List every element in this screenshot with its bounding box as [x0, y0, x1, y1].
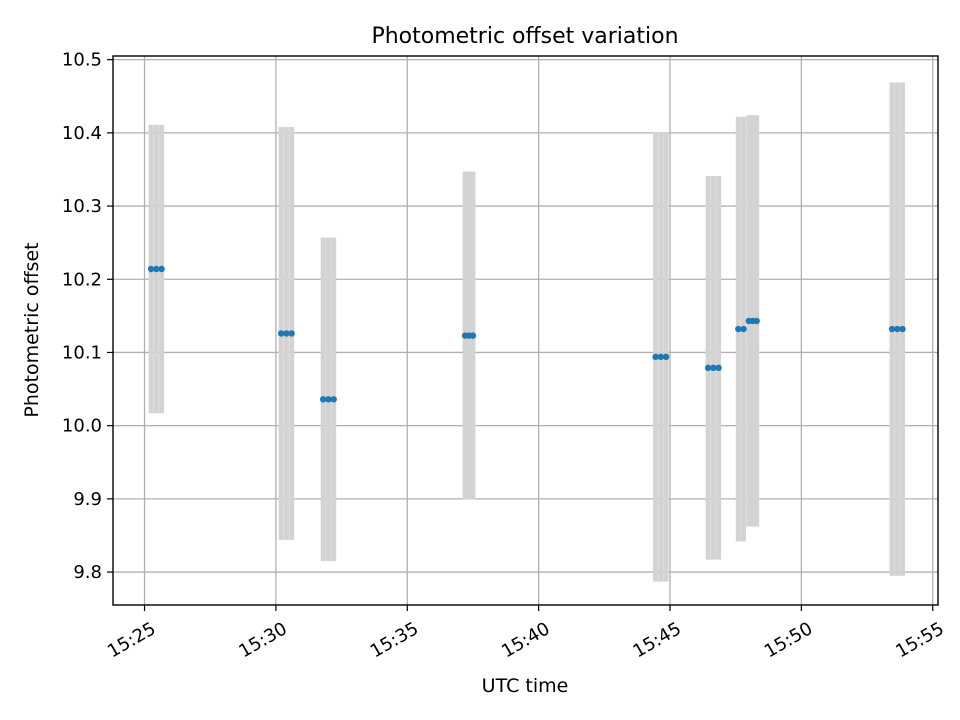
y-tick-label: 9.9 — [73, 489, 102, 510]
y-axis-label: Photometric offset — [21, 242, 43, 417]
data-point — [662, 353, 670, 361]
data-point — [283, 330, 290, 337]
data-points — [147, 265, 906, 403]
y-tick-label: 10.5 — [62, 50, 102, 71]
data-point — [894, 325, 901, 333]
data-point — [277, 330, 285, 337]
chart-title: Photometric offset variation — [371, 24, 678, 49]
data-point — [740, 325, 747, 333]
grid-lines — [113, 56, 938, 605]
y-tick-label: 10.3 — [62, 196, 102, 217]
y-tick-label: 10.4 — [62, 123, 102, 144]
y-tick-label: 10.0 — [62, 416, 102, 437]
data-point — [319, 396, 327, 403]
data-point — [715, 364, 722, 372]
x-axis-label: UTC time — [482, 675, 569, 697]
data-point — [899, 325, 906, 333]
data-point — [753, 317, 760, 325]
data-point — [153, 265, 160, 273]
y-axis-ticks: 9.8 9.9 10.0 10.1 10.2 10.3 10.4 10.5 — [62, 50, 113, 583]
data-point — [710, 364, 717, 372]
data-point — [147, 265, 155, 273]
plot-frame — [112, 55, 939, 606]
data-point — [325, 396, 332, 403]
y-tick-label: 10.1 — [62, 342, 102, 363]
data-point — [888, 325, 896, 333]
y-tick-label: 10.2 — [62, 269, 102, 290]
y-tick-label: 9.8 — [73, 562, 102, 583]
data-point — [288, 330, 295, 337]
data-point — [469, 332, 477, 339]
data-point — [330, 396, 337, 403]
data-point — [657, 353, 665, 361]
data-point — [652, 353, 659, 361]
data-point — [704, 364, 712, 372]
data-point — [735, 325, 742, 333]
data-point — [158, 265, 165, 273]
